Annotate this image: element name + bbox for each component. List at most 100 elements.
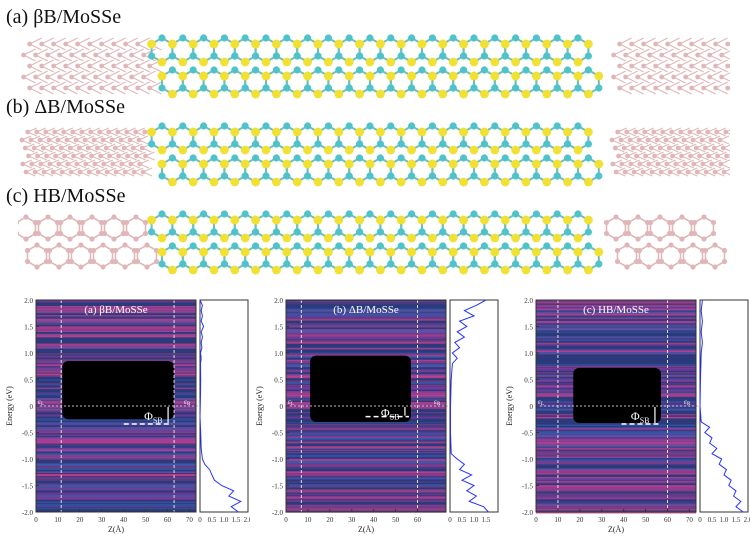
mo-atom (470, 122, 478, 130)
boron-atom (718, 161, 724, 167)
s-atom (251, 89, 260, 99)
mo-atom (324, 34, 332, 42)
heatmap-stripe (36, 427, 196, 429)
structure-label-beta: (a) βB/MoSSe (6, 6, 122, 28)
heatmap-stripe (36, 306, 196, 308)
mo-atom (345, 172, 353, 180)
mo-atom (439, 228, 447, 236)
boron-atom (721, 247, 728, 254)
mo-atom (356, 154, 364, 162)
panel-title: (b) ΔB/MoSSe (333, 304, 399, 316)
boron-atom (90, 247, 97, 254)
mo-atom (574, 122, 582, 130)
heatmap-stripe (536, 476, 696, 479)
boron-atom (131, 169, 137, 175)
y-tick-label: 1.0 (524, 350, 533, 358)
boron-atom (680, 258, 687, 265)
s-atom (178, 159, 188, 169)
s-atom (313, 39, 323, 49)
structure-image-hex (18, 210, 728, 275)
boron-atom (134, 258, 141, 265)
mo-atom (491, 260, 499, 268)
mo-atom (574, 210, 582, 218)
heatmap-stripe (36, 507, 196, 510)
mo-atom (512, 210, 520, 218)
heatmap-stripe (286, 431, 446, 433)
dos-x-tick-label: 1.5 (732, 516, 741, 524)
boron-atom (51, 63, 57, 69)
boron-atom (74, 161, 80, 167)
boron-atom (642, 129, 648, 135)
boron-atom (653, 41, 659, 47)
panel-title: (a) βB/MoSSe (84, 304, 147, 316)
mo-atom (262, 172, 270, 180)
s-atom (469, 71, 479, 81)
mo-atom (532, 84, 541, 92)
mo-atom (584, 66, 593, 74)
mo-atom (595, 172, 603, 180)
heatmap-stripe (36, 449, 196, 452)
s-atom (261, 233, 271, 243)
mo-atom (241, 260, 249, 268)
y-tick-label: -1.0 (522, 456, 534, 464)
boron-atom (653, 85, 659, 91)
mo-atom (283, 84, 291, 92)
boron-atom (116, 153, 121, 159)
mo-atom (543, 228, 551, 236)
s-atom (376, 89, 385, 99)
boron-atom (117, 52, 123, 58)
mo-atom (449, 34, 457, 42)
boron-atom (721, 169, 727, 175)
s-atom (521, 89, 531, 99)
s-atom (168, 177, 177, 187)
mo-atom (470, 260, 478, 268)
s-atom (199, 233, 209, 243)
heatmap-stripe (536, 456, 696, 458)
boron-atom (641, 85, 647, 91)
boron-atom (657, 145, 663, 151)
s-atom (396, 89, 406, 99)
fermi-epsilon-subscript: R (687, 402, 691, 407)
mo-atom (200, 260, 208, 268)
boron-atom (69, 52, 75, 58)
s-atom (344, 145, 354, 155)
heatmap-stripe (286, 334, 446, 337)
boron-atom (641, 41, 647, 47)
mo-atom (231, 154, 239, 162)
boron-atom (135, 85, 141, 91)
s-atom (532, 247, 541, 257)
mo-atom (168, 228, 176, 236)
s-atom (542, 39, 552, 49)
boron-atom (621, 145, 627, 151)
heatmap-stripe (536, 364, 696, 366)
boron-atom (111, 63, 117, 69)
boron-atom (690, 137, 696, 143)
s-atom (282, 145, 292, 155)
heatmap-stripe (36, 483, 196, 485)
s-atom (500, 265, 510, 275)
mo-atom (179, 210, 187, 218)
s-atom (417, 39, 427, 49)
y-tick-label: -1.0 (272, 456, 284, 464)
heatmap-stripe (536, 350, 696, 353)
fermi-epsilon-label: εR (184, 398, 191, 407)
boron-atom (63, 41, 69, 47)
mo-atom (179, 122, 187, 130)
s-atom (209, 177, 219, 187)
boron-atom (87, 63, 93, 69)
s-atom (469, 57, 479, 67)
mo-atom (522, 242, 530, 250)
mo-atom (220, 260, 228, 268)
heatmap-stripe (36, 316, 196, 318)
boron-atom (51, 85, 57, 91)
mo-atom (304, 34, 312, 42)
mo-atom (168, 66, 176, 74)
mo-atom (460, 242, 468, 250)
mo-atom (335, 66, 343, 74)
boron-atom (725, 85, 730, 91)
mo-atom (584, 154, 593, 162)
heatmap-stripe (286, 336, 446, 339)
heatmap-stripe (286, 426, 446, 429)
boron-atom (34, 242, 40, 248)
mo-atom (501, 242, 509, 250)
